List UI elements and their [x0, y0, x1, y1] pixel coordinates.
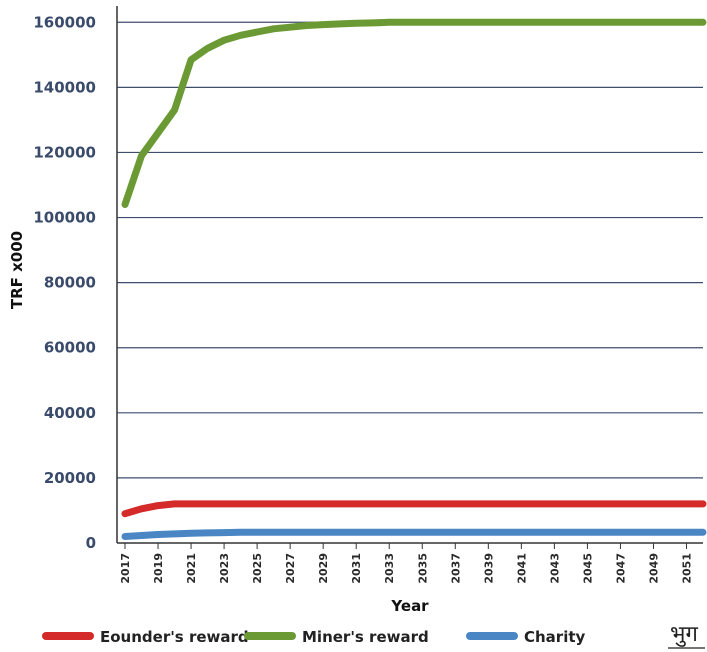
series-line-eounder-s-reward [121, 500, 707, 518]
y-tick-label: 60000 [44, 339, 96, 357]
series-line-charity [121, 528, 707, 540]
legend-label-charity: Charity [524, 628, 586, 646]
y-tick-label: 20000 [44, 469, 96, 487]
y-tick-label: 40000 [44, 404, 96, 422]
x-tick-label: 2037 [449, 553, 462, 584]
y-axis-title: TRF x000 [8, 231, 26, 309]
x-tick-label: 2035 [416, 553, 429, 584]
gridlines [117, 21, 703, 479]
x-tick-label: 2017 [119, 553, 132, 584]
x-tick-label: 2031 [350, 553, 363, 584]
legend: Eounder's reward Miner's reward Charity [42, 628, 586, 646]
x-axis-title: Year [390, 597, 429, 615]
series-lines [121, 18, 707, 540]
legend-label-eounder-s-reward: Eounder's reward [100, 628, 249, 646]
x-tick-label: 2045 [581, 553, 594, 584]
y-tick-label: 140000 [33, 78, 96, 96]
x-tick-label: 2025 [251, 553, 264, 584]
y-tick-label: 0 [86, 534, 96, 552]
y-tick-label: 120000 [33, 143, 96, 161]
series-line-miner-s-reward [121, 18, 707, 208]
x-tick-label: 2029 [317, 553, 330, 584]
x-tick-label: 2023 [218, 553, 231, 584]
y-tick-labels: 0 20000 40000 60000 80000 100000 120000 140000 1… [33, 13, 96, 552]
x-tick-label: 2047 [614, 553, 627, 584]
x-tick-label: 2027 [284, 553, 297, 584]
x-tick-label: 2019 [152, 553, 165, 584]
x-tick-label: 2033 [383, 553, 396, 584]
legend-label-miner-s-reward: Miner's reward [302, 628, 429, 646]
y-tick-label: 80000 [44, 274, 96, 292]
y-tick-label: 100000 [33, 209, 96, 227]
x-tick-label: 2039 [482, 553, 495, 584]
y-tick-label: 160000 [33, 13, 96, 31]
x-tick-label: 2043 [548, 553, 561, 584]
x-tick-label: 2051 [680, 553, 693, 584]
corner-glyph-text: भुग [670, 622, 698, 647]
x-tick-labels: 2017 2019 2021 2023 2025 2027 2029 2031 2033 2035… [119, 543, 693, 584]
x-tick-label: 2041 [515, 553, 528, 584]
x-tick-label: 2049 [647, 553, 660, 584]
x-tick-label: 2021 [185, 553, 198, 584]
